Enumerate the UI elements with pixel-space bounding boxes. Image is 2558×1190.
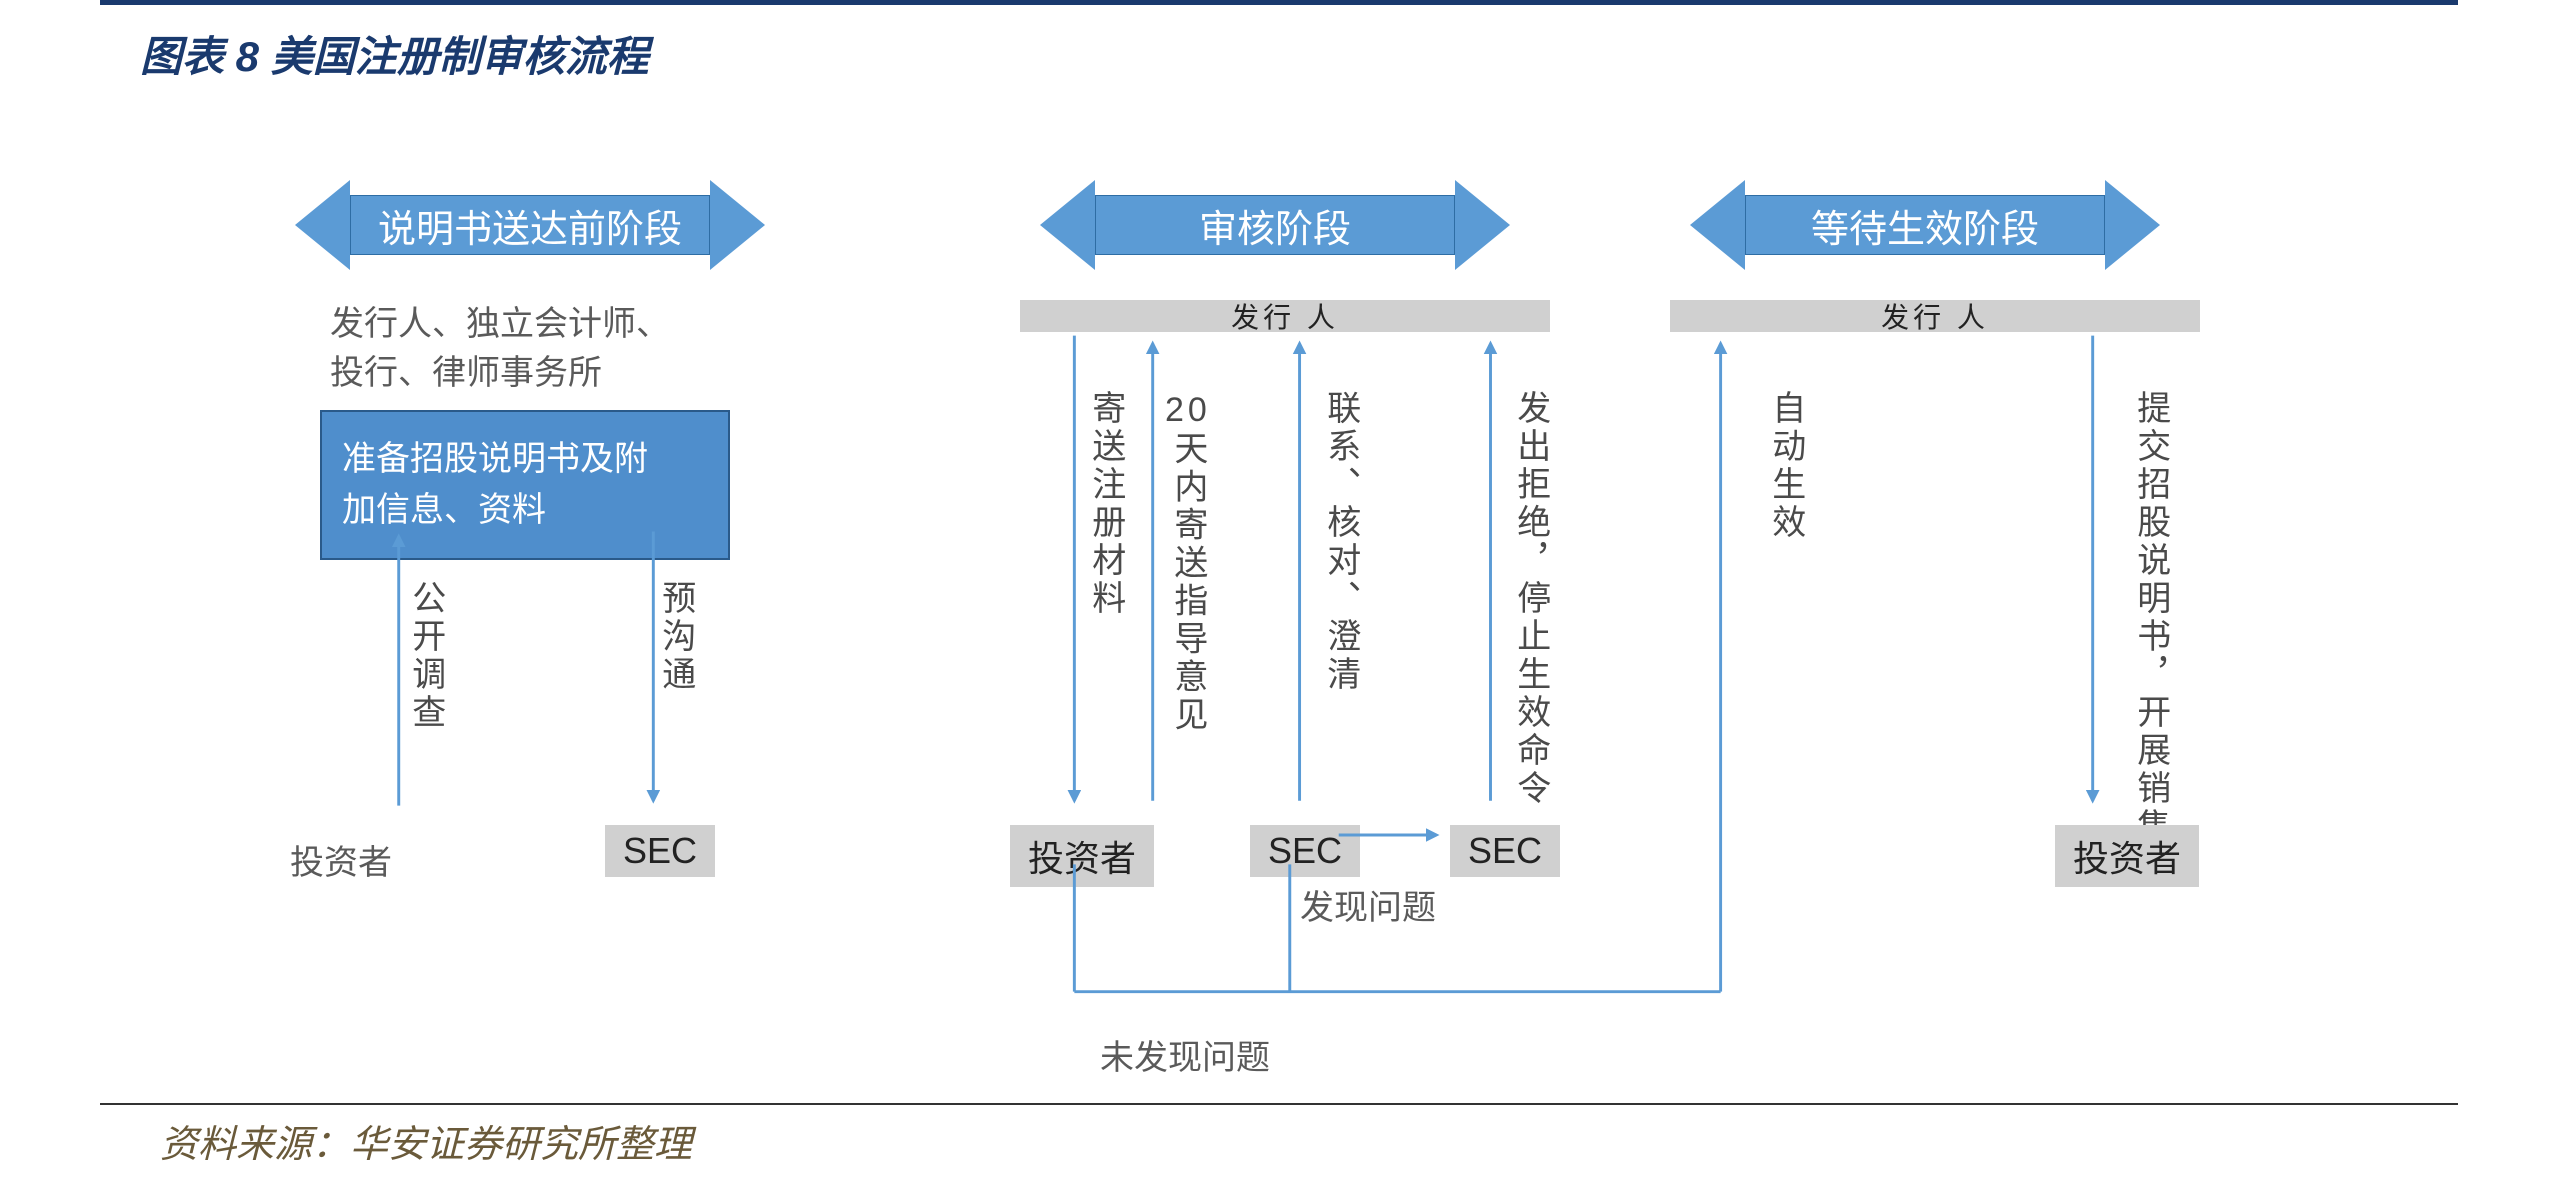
stage-2-label: 审核阶段 <box>1095 195 1455 255</box>
stage-2-box-mid: SEC <box>1250 825 1360 877</box>
stage-1-bottom-right: SEC <box>605 825 715 877</box>
stage-2-v4: 发出拒绝，停止生效命令 <box>1510 390 1551 808</box>
banner-arrow-right-icon <box>2105 180 2160 270</box>
chart-title: 图表 8 美国注册制审核流程 <box>100 5 2458 102</box>
stage-2-v1: 寄送注册材料 <box>1085 390 1126 618</box>
stage-1-bluebox-line2: 加信息、资料 <box>342 491 546 529</box>
flowchart: 说明书送达前阶段 审核阶段 等待生效阶段 发行 人 发行 人 发行人、独立会计师… <box>0 130 2558 1070</box>
stage-1-parties-line1: 发行人、独立会计师、 <box>330 305 670 343</box>
banner-arrow-right-icon <box>1455 180 1510 270</box>
stage-3-issuer-bar: 发行 人 <box>1670 300 2200 332</box>
stage-1-parties: 发行人、独立会计师、 投行、律师事务所 <box>330 300 750 399</box>
stage-1-vleft: 公开调查 <box>405 580 446 732</box>
stage-1-label: 说明书送达前阶段 <box>350 195 710 255</box>
stage-1-bluebox: 准备招股说明书及附 加信息、资料 <box>320 410 730 560</box>
stage-2-noproblem: 未发现问题 <box>1100 1030 1270 1079</box>
footer-rule <box>100 1103 2458 1105</box>
stage-3-banner: 等待生效阶段 <box>1690 180 2160 270</box>
banner-arrow-left-icon <box>295 180 350 270</box>
flow-arrows <box>0 130 2558 1070</box>
stage-3-label: 等待生效阶段 <box>1745 195 2105 255</box>
source-text: 资料来源：华安证券研究所整理 <box>160 1113 692 1168</box>
stage-2-v2-txt: 天内寄送指导意见 <box>1169 431 1207 735</box>
stage-1-parties-line2: 投行、律师事务所 <box>330 354 602 392</box>
stage-2-issuer-bar: 发行 人 <box>1020 300 1550 332</box>
stage-1-vright: 预沟通 <box>655 580 696 694</box>
banner-arrow-left-icon <box>1690 180 1745 270</box>
stage-3-box-right: 投资者 <box>2055 825 2199 887</box>
stage-2-box-left: 投资者 <box>1010 825 1154 887</box>
banner-arrow-right-icon <box>710 180 765 270</box>
stage-1-bottom-left: 投资者 <box>290 835 392 884</box>
stage-2-v2: 20天内寄送指导意见 <box>1165 390 1211 735</box>
stage-2-box-right: SEC <box>1450 825 1560 877</box>
stage-2-v3: 联系、核对、澄清 <box>1320 390 1361 694</box>
stage-2-v2-num: 20 <box>1165 390 1211 431</box>
stage-2-banner: 审核阶段 <box>1040 180 1510 270</box>
stage-2-problem: 发现问题 <box>1300 880 1436 929</box>
stage-1-bluebox-line1: 准备招股说明书及附 <box>342 440 648 478</box>
stage-3-vleft: 自动生效 <box>1765 390 1806 542</box>
banner-arrow-left-icon <box>1040 180 1095 270</box>
stage-3-vright: 提交招股说明书，开展销售 <box>2130 390 2171 846</box>
stage-1-banner: 说明书送达前阶段 <box>295 180 765 270</box>
